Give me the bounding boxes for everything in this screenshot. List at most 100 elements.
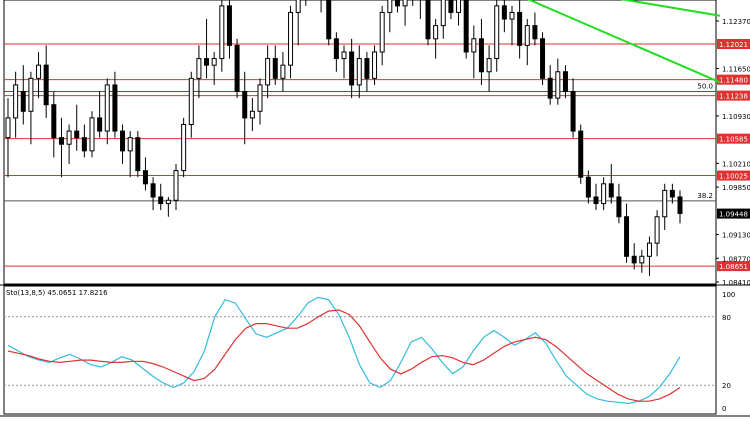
bearish-candle	[364, 58, 370, 79]
stochastic-tick-label: 100	[722, 291, 735, 299]
bullish-candle	[433, 25, 439, 40]
bearish-candle	[204, 58, 210, 66]
bearish-candle	[631, 255, 637, 264]
price-tick-label: 1.08410	[722, 279, 750, 287]
bullish-candle	[601, 183, 607, 205]
price-tick-label: 1.09130	[722, 232, 750, 240]
bullish-candle	[265, 58, 271, 86]
bullish-candle	[181, 123, 187, 172]
bullish-candle	[509, 11, 515, 20]
bullish-candle	[494, 5, 500, 60]
bullish-candle	[280, 64, 286, 79]
bullish-candle	[471, 38, 477, 53]
bullish-candle	[127, 137, 133, 152]
bearish-candle	[578, 130, 584, 178]
price-level-badge	[717, 261, 750, 272]
bearish-candle	[448, 0, 454, 13]
bullish-candle	[555, 71, 561, 99]
bearish-candle	[570, 91, 576, 132]
bearish-candle	[226, 5, 232, 46]
price-level-badge	[717, 170, 750, 181]
price-level-badge	[717, 39, 750, 50]
bullish-candle	[13, 84, 19, 119]
price-level-badge	[717, 133, 750, 144]
bullish-candle	[295, 0, 301, 13]
bearish-candle	[326, 0, 332, 40]
bullish-candle	[196, 58, 202, 79]
bearish-candle	[562, 71, 568, 93]
price-level-badge-label: 1.10025	[719, 173, 748, 181]
bearish-candle	[394, 0, 400, 7]
indicator-label: Sto(13,8,5) 45.0651 17.8216	[6, 289, 108, 297]
bullish-candle	[66, 130, 72, 145]
bullish-candle	[188, 77, 194, 125]
price-tick-label: 1.09850	[722, 184, 750, 192]
stochastic-signal-line	[7, 309, 681, 402]
bullish-candle	[257, 84, 263, 112]
bullish-candle	[36, 64, 42, 79]
bearish-candle	[43, 64, 49, 106]
bearish-candle	[585, 176, 591, 198]
bearish-candle	[120, 130, 126, 152]
bearish-candle	[333, 38, 339, 60]
bearish-candle	[20, 91, 26, 112]
bearish-candle	[532, 25, 538, 40]
bearish-candle	[58, 137, 64, 145]
bullish-candle	[5, 117, 11, 139]
bearish-candle	[135, 137, 141, 172]
bullish-candle	[104, 84, 110, 132]
price-level-badge	[717, 90, 750, 101]
indicator-panel-border	[3, 285, 717, 415]
bearish-candle	[234, 44, 240, 93]
trend-line	[620, 0, 721, 17]
price-level-badge-label: 1.11480	[719, 77, 748, 85]
stochastic-tick-label: 0	[722, 405, 726, 413]
bearish-candle	[547, 77, 553, 99]
bearish-candle	[540, 38, 546, 79]
bullish-candle	[379, 11, 385, 53]
bearish-candle	[97, 117, 103, 132]
fibonacci-level-label: 50.0	[697, 83, 713, 91]
bearish-candle	[669, 189, 675, 198]
stochastic-tick-label: 20	[722, 382, 731, 390]
bearish-candle	[624, 216, 630, 257]
bearish-candle	[677, 196, 683, 214]
bullish-candle	[456, 0, 462, 13]
price-tick-label: 1.08770	[722, 255, 750, 263]
bearish-candle	[425, 0, 431, 40]
price-level-badge-label: 1.10585	[719, 136, 748, 144]
bullish-candle	[28, 77, 34, 112]
price-level-badge-label: 1.11238	[719, 93, 748, 101]
bearish-candle	[463, 0, 469, 53]
bullish-candle	[440, 0, 446, 27]
bullish-candle	[219, 5, 225, 60]
bearish-candle	[242, 91, 248, 119]
bullish-candle	[654, 216, 660, 244]
price-level-badge-label: 1.12021	[719, 41, 748, 49]
bearish-candle	[501, 5, 507, 20]
price-tick-label: 1.11650	[722, 65, 750, 73]
price-level-badge	[717, 208, 750, 219]
bullish-candle	[341, 51, 347, 60]
price-tick-label: 1.12370	[722, 18, 750, 26]
bearish-candle	[608, 183, 614, 198]
bullish-candle	[662, 189, 668, 218]
stochastic-tick-label: 80	[722, 314, 731, 322]
bearish-candle	[517, 11, 523, 46]
bullish-candle	[486, 58, 492, 73]
bearish-candle	[112, 84, 118, 132]
bearish-candle	[81, 137, 87, 152]
bullish-candle	[288, 11, 294, 66]
bearish-candle	[142, 170, 148, 185]
bearish-candle	[478, 38, 484, 73]
bullish-candle	[165, 199, 171, 205]
bearish-candle	[593, 196, 599, 205]
bullish-candle	[249, 110, 255, 119]
bullish-candle	[211, 58, 217, 66]
stochastic-main-line	[7, 296, 681, 405]
price-tick-label: 1.10930	[722, 113, 750, 121]
bullish-candle	[639, 255, 645, 264]
bearish-candle	[74, 130, 80, 139]
